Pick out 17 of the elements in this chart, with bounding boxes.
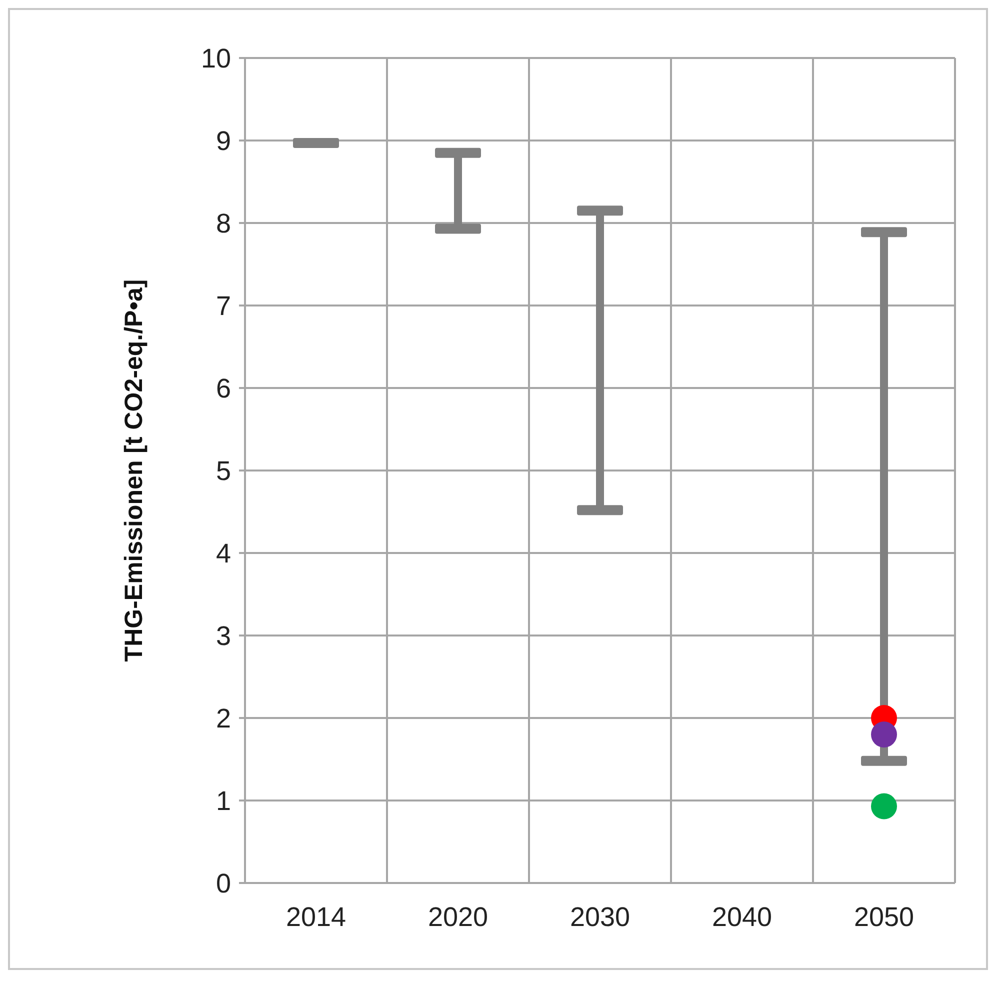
y-tick-label: 8 bbox=[216, 208, 231, 239]
y-tick-label: 7 bbox=[216, 291, 231, 322]
y-tick-label: 4 bbox=[216, 538, 231, 569]
y-tick-label: 9 bbox=[216, 126, 231, 156]
y-tick-label: 0 bbox=[216, 868, 231, 899]
x-tick-label: 2014 bbox=[286, 902, 346, 932]
y-axis-title: THG-Emissionen [t CO2-eq./P•a] bbox=[120, 279, 148, 662]
x-tick-label: 2030 bbox=[570, 902, 630, 932]
y-tick-label: 3 bbox=[216, 621, 231, 652]
x-tick-label: 2050 bbox=[854, 902, 914, 932]
x-tick-label: 2040 bbox=[712, 902, 772, 932]
y-tick-label: 6 bbox=[216, 374, 231, 404]
y-tick-label: 1 bbox=[216, 786, 231, 816]
y-tick-label: 2 bbox=[216, 704, 231, 734]
y-tick-label: 10 bbox=[200, 44, 231, 74]
x-tick-label: 2020 bbox=[428, 902, 488, 932]
y-tick-label: 5 bbox=[216, 456, 231, 486]
